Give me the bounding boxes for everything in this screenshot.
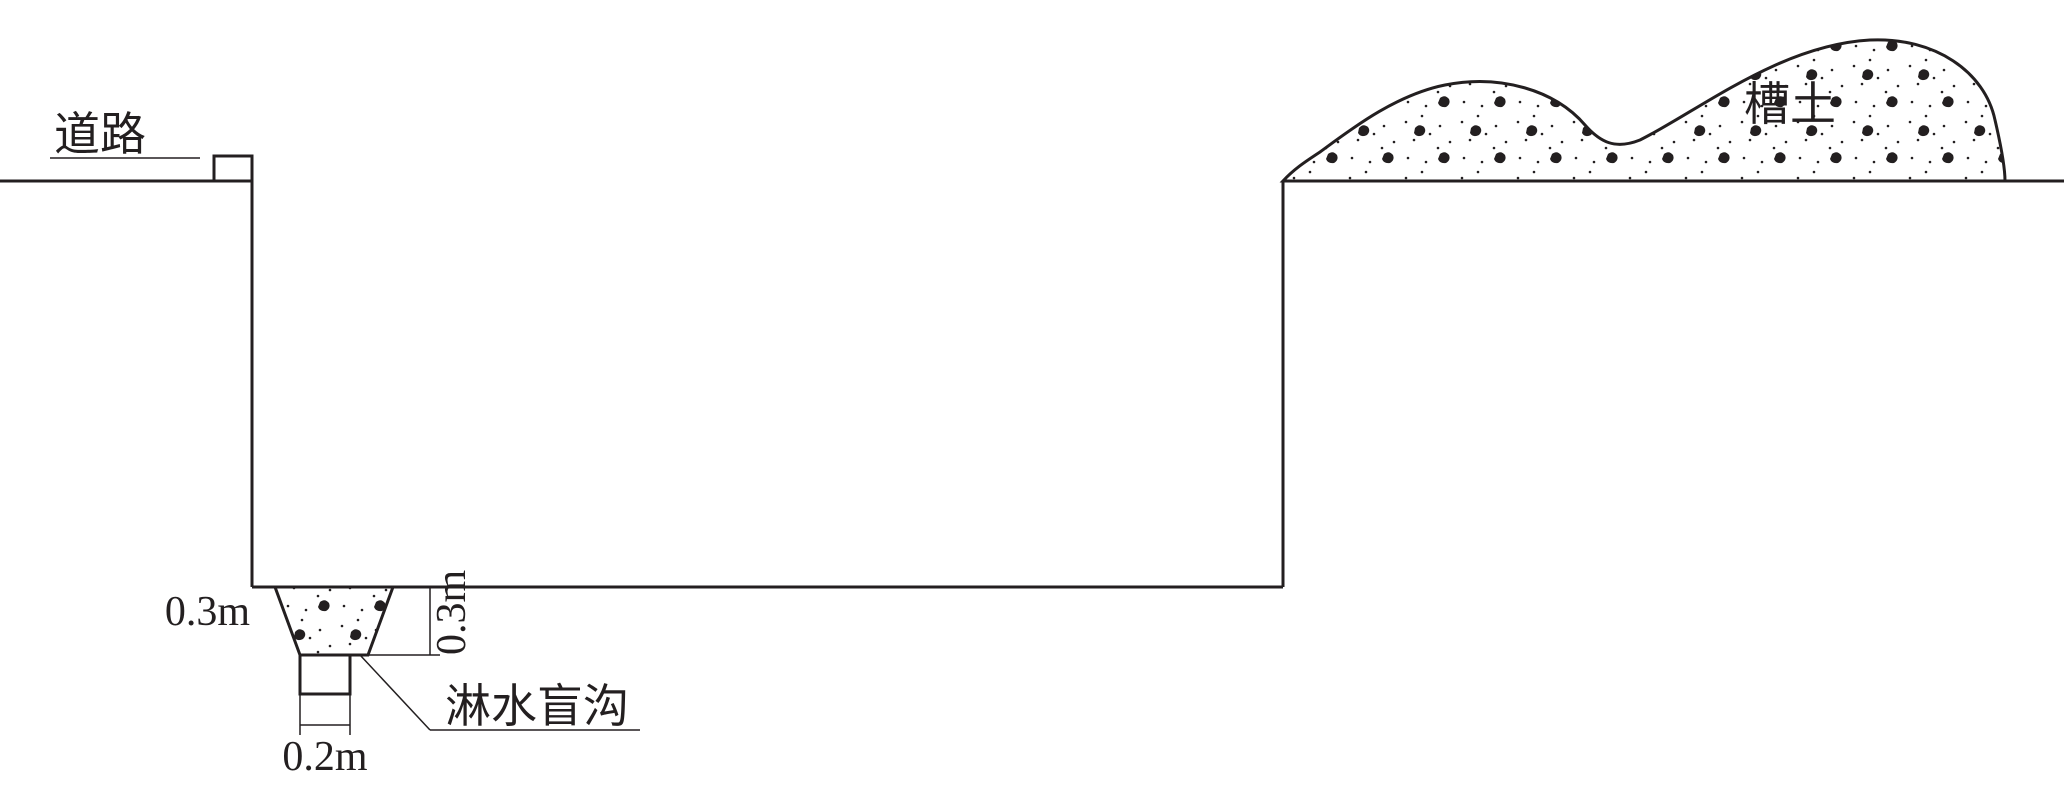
drain-pipe [300, 655, 350, 694]
drain-leader-1 [360, 655, 430, 730]
spoil-pile [1283, 40, 2005, 181]
spoil-label: 槽土 [1744, 79, 1836, 130]
dim-side: 0.3m [429, 570, 475, 656]
dim-top: 0.3m [165, 589, 251, 635]
road-label: 道路 [54, 109, 146, 160]
diagram-svg: 0.3m 0.3m 0.2m 淋水盲沟 道路 槽土 [0, 0, 2064, 798]
road-block [214, 156, 252, 181]
dim-bottom: 0.2m [282, 734, 368, 780]
drain-trapezoid [275, 587, 393, 655]
drain-label: 淋水盲沟 [445, 681, 629, 732]
